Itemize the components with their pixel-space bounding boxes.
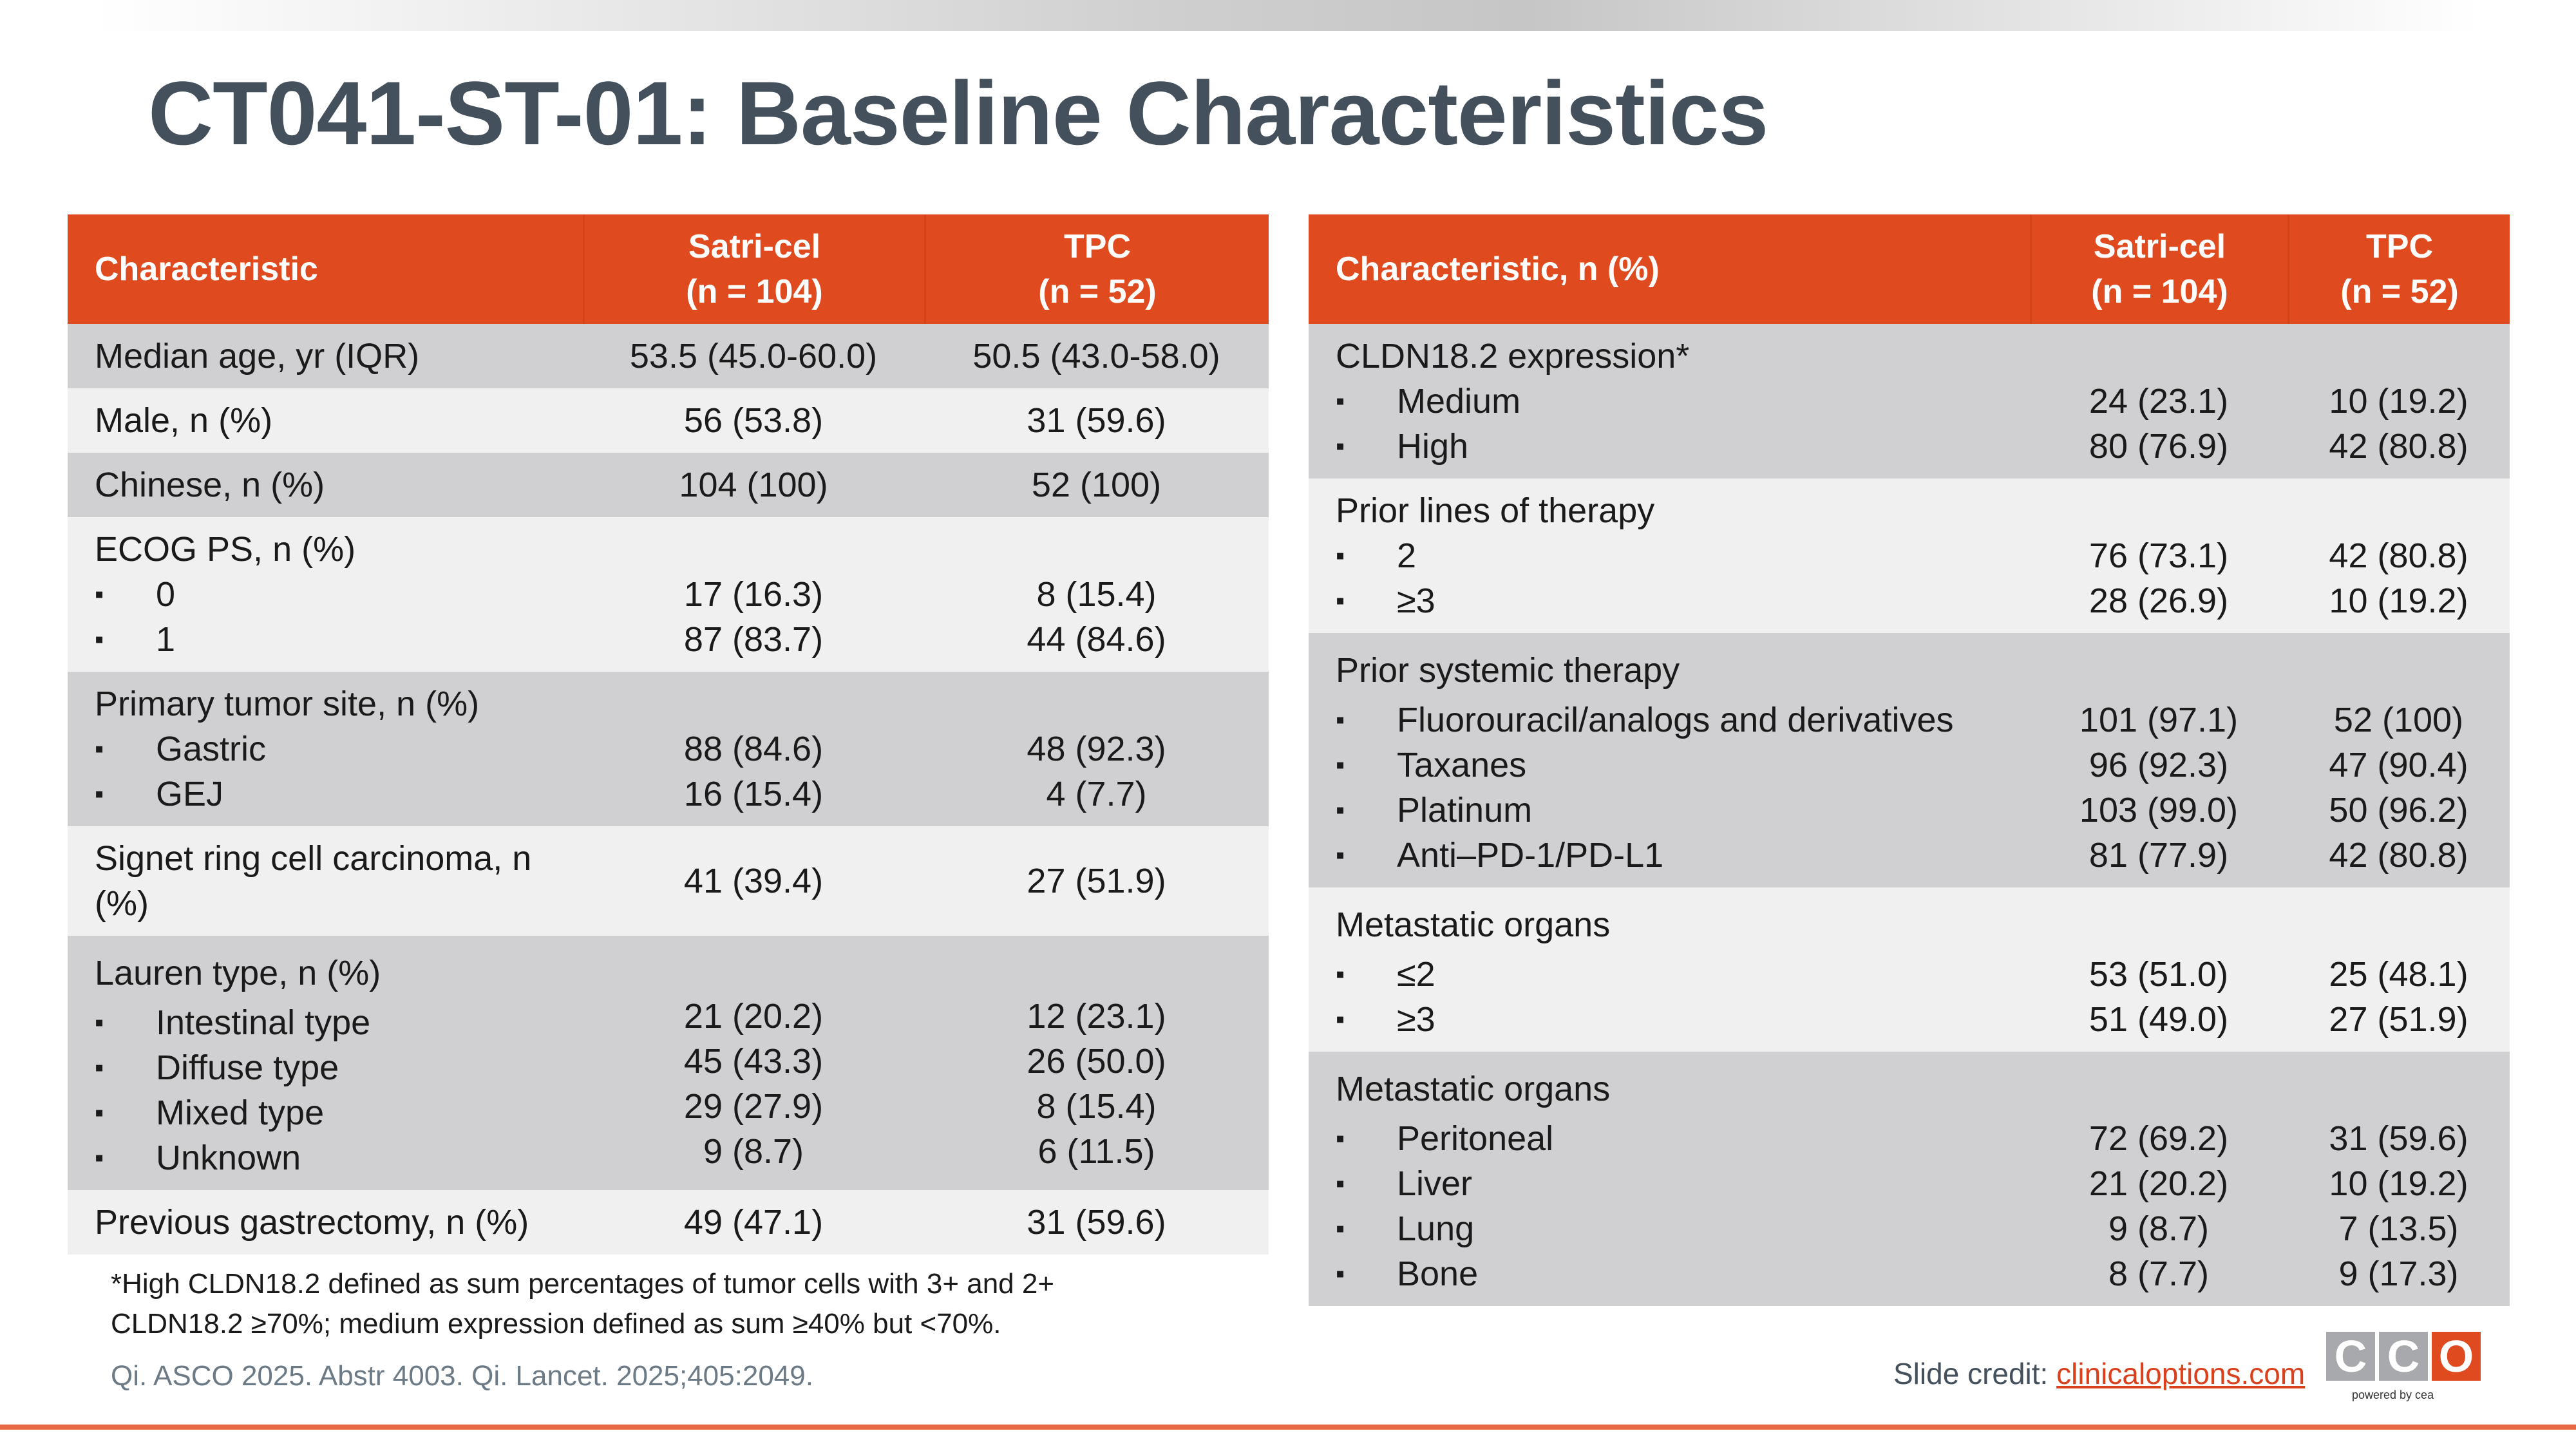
left-table: Characteristic Satri-cel (n = 104) TPC (…: [68, 214, 1269, 1255]
table-row: Metastatic organs ▪ ≤2 ▪ ≥3 53 (51.0) 51 (…: [1309, 887, 2510, 1052]
bullet-icon: ▪: [1336, 960, 1345, 989]
bullet-icon: ▪: [1336, 432, 1345, 460]
bullet-icon: ▪: [95, 735, 104, 763]
bullet-icon: ▪: [1336, 1005, 1345, 1034]
logo-letter: C: [2326, 1331, 2375, 1381]
bullet-icon: ▪: [1336, 1124, 1345, 1153]
table-row: Lauren type, n (%) ▪ Intestinal type ▪ Dif…: [68, 936, 1269, 1190]
table-row: Prior lines of therapy ▪ 2 ▪ ≥3 76 (73.1) …: [1309, 478, 2510, 633]
bullet-icon: ▪: [1336, 587, 1345, 615]
bullet-icon: ▪: [95, 1054, 104, 1082]
bullet-icon: ▪: [1336, 706, 1345, 734]
bullet-icon: ▪: [1336, 542, 1345, 570]
header-satri-cel: Satri-cel (n = 104): [2030, 214, 2287, 324]
bullet-icon: ▪: [1336, 387, 1345, 415]
header-tpc: TPC (n = 52): [924, 214, 1269, 324]
right-table-header: Characteristic, n (%) Satri-cel (n = 104…: [1309, 214, 2510, 324]
bullet-icon: ▪: [1336, 1215, 1345, 1243]
bullet-icon: ▪: [95, 1009, 104, 1037]
table-row: Metastatic organs ▪ Peritoneal ▪ Liver ▪ Lu…: [1309, 1052, 2510, 1306]
header-characteristic-n: Characteristic, n (%): [1336, 251, 1660, 288]
header-satri-cel: Satri-cel (n = 104): [583, 214, 924, 324]
table-row: ECOG PS, n (%) ▪ 0 ▪ 1 17 (16.3) 87 (83.7)…: [68, 517, 1269, 672]
table-row: Male, n (%) 56 (53.8) 31 (59.6): [68, 388, 1269, 453]
bullet-icon: ▪: [1336, 751, 1345, 779]
table-row: Signet ring cell carcinoma, n (%) 41 (39…: [68, 826, 1269, 936]
bullet-icon: ▪: [1336, 796, 1345, 824]
bullet-icon: ▪: [1336, 1260, 1345, 1288]
logo-letter: C: [2379, 1331, 2428, 1381]
table-row: CLDN18.2 expression* ▪ Medium ▪ High 24 (2…: [1309, 324, 2510, 478]
right-table: Characteristic, n (%) Satri-cel (n = 104…: [1309, 214, 2510, 1306]
top-gradient-bar: [97, 0, 2479, 31]
bullet-icon: ▪: [1336, 1170, 1345, 1198]
logo-letter: O: [2432, 1331, 2481, 1381]
bullet-icon: ▪: [95, 580, 104, 609]
powered-by-text: powered by cea: [2352, 1388, 2434, 1401]
slide-title: CT041-ST-01: Baseline Characteristics: [148, 62, 1768, 164]
table-row: Chinese, n (%) 104 (100) 52 (100): [68, 453, 1269, 517]
bullet-icon: ▪: [95, 1099, 104, 1127]
bullet-icon: ▪: [1336, 841, 1345, 869]
left-table-header: Characteristic Satri-cel (n = 104) TPC (…: [68, 214, 1269, 324]
header-characteristic: Characteristic: [95, 251, 318, 288]
bottom-accent-line: [0, 1425, 2576, 1430]
bullet-icon: ▪: [95, 780, 104, 808]
slide-credit: Slide credit: clinicaloptions.com: [1893, 1357, 2306, 1390]
table-row: Prior systemic therapy ▪ Fluorouracil/ana…: [1309, 633, 2510, 887]
footnote: *High CLDN18.2 defined as sum percentage…: [111, 1268, 1055, 1340]
cco-logo: C C O powered by cea: [2326, 1331, 2483, 1416]
table-row: Median age, yr (IQR) 53.5 (45.0-60.0) 50…: [68, 324, 1269, 388]
table-row: Primary tumor site, n (%) ▪ Gastric ▪ GEJ …: [68, 672, 1269, 826]
table-row: Previous gastrectomy, n (%) 49 (47.1) 31…: [68, 1190, 1269, 1255]
bullet-icon: ▪: [95, 625, 104, 654]
clinicaloptions-link[interactable]: clinicaloptions.com: [2056, 1357, 2306, 1390]
header-tpc: TPC (n = 52): [2287, 214, 2510, 324]
source-citation: Qi. ASCO 2025. Abstr 4003. Qi. Lancet. 2…: [111, 1360, 813, 1392]
bullet-icon: ▪: [95, 1144, 104, 1172]
